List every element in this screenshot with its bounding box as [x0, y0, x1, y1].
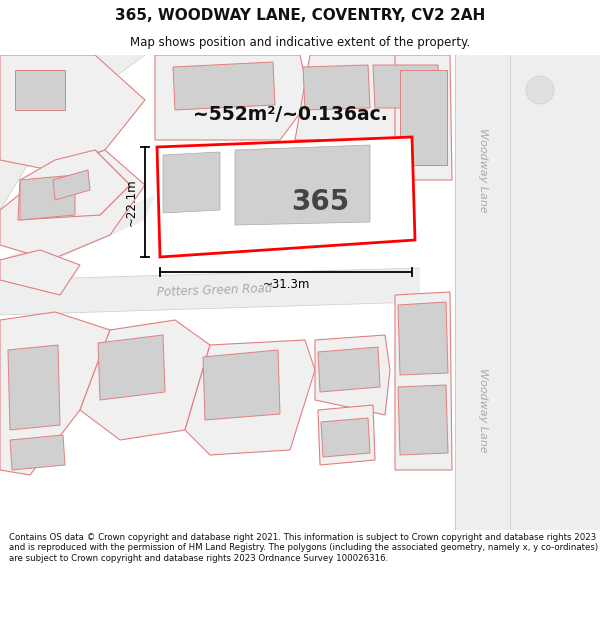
Polygon shape	[20, 175, 75, 220]
Polygon shape	[50, 150, 130, 215]
Polygon shape	[0, 150, 145, 260]
Polygon shape	[235, 145, 370, 225]
Polygon shape	[157, 137, 415, 257]
Polygon shape	[318, 405, 375, 465]
Polygon shape	[185, 340, 315, 455]
Text: 365, WOODWAY LANE, COVENTRY, CV2 2AH: 365, WOODWAY LANE, COVENTRY, CV2 2AH	[115, 8, 485, 23]
Polygon shape	[0, 268, 420, 315]
Circle shape	[526, 76, 554, 104]
Polygon shape	[155, 55, 310, 140]
Polygon shape	[203, 350, 280, 420]
Polygon shape	[303, 65, 370, 110]
Polygon shape	[18, 150, 130, 220]
Polygon shape	[80, 320, 210, 440]
Polygon shape	[0, 55, 145, 170]
Polygon shape	[8, 345, 60, 430]
Polygon shape	[315, 335, 390, 415]
Text: ~552m²/~0.136ac.: ~552m²/~0.136ac.	[193, 106, 388, 124]
Text: Potters Green Road: Potters Green Road	[157, 281, 273, 299]
Polygon shape	[321, 418, 370, 457]
Polygon shape	[173, 62, 275, 110]
Polygon shape	[400, 70, 447, 165]
Polygon shape	[395, 55, 452, 180]
Polygon shape	[0, 55, 145, 210]
Polygon shape	[455, 55, 600, 530]
Polygon shape	[318, 347, 380, 392]
Text: Woodway Lane: Woodway Lane	[478, 127, 488, 212]
Polygon shape	[163, 152, 220, 213]
Polygon shape	[10, 435, 65, 470]
Polygon shape	[295, 55, 450, 140]
Polygon shape	[398, 302, 448, 375]
Text: 365: 365	[291, 188, 349, 216]
Text: Map shows position and indicative extent of the property.: Map shows position and indicative extent…	[130, 36, 470, 49]
Polygon shape	[373, 65, 440, 108]
Polygon shape	[0, 250, 80, 295]
Polygon shape	[0, 312, 110, 475]
Polygon shape	[15, 70, 65, 110]
Polygon shape	[395, 292, 452, 470]
Polygon shape	[398, 385, 448, 455]
Polygon shape	[0, 195, 155, 285]
Polygon shape	[53, 170, 90, 200]
Text: ~22.1m: ~22.1m	[125, 178, 137, 226]
Text: Woodway Lane: Woodway Lane	[478, 368, 488, 452]
Text: Contains OS data © Crown copyright and database right 2021. This information is : Contains OS data © Crown copyright and d…	[9, 533, 598, 562]
Text: ~31.3m: ~31.3m	[262, 279, 310, 291]
Polygon shape	[98, 335, 165, 400]
